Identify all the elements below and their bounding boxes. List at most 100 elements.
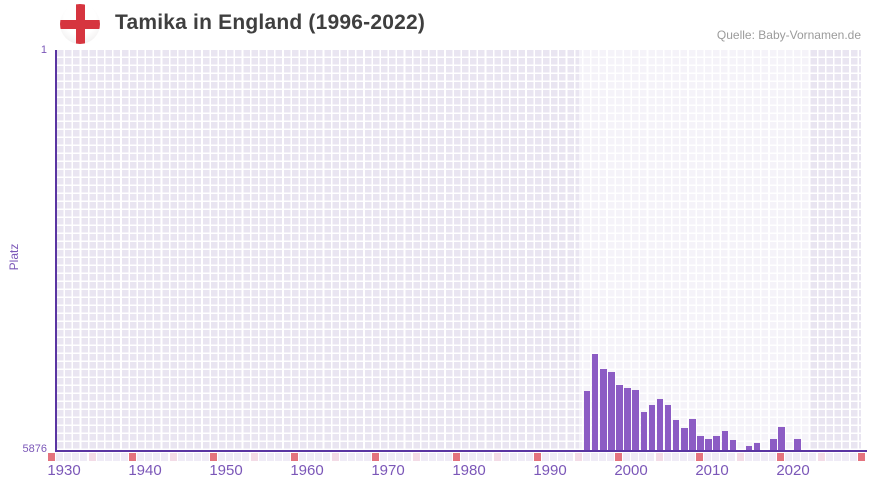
x-tick-cell-2002 xyxy=(631,453,639,461)
x-tick-cell-2019 xyxy=(768,453,776,461)
x-tick-cell-1953 xyxy=(234,453,242,461)
x-tick-cell-1950 xyxy=(210,453,218,461)
x-tick-cell-1979 xyxy=(444,453,452,461)
x-tick-cell-2008 xyxy=(679,453,687,461)
data-range-highlight xyxy=(578,50,810,450)
bar-2002[interactable] xyxy=(632,390,639,450)
x-tick-cell-1980 xyxy=(453,453,461,461)
x-tick-cell-1992 xyxy=(550,453,558,461)
x-tick-cell-1947 xyxy=(185,453,193,461)
bar-2009[interactable] xyxy=(689,418,696,450)
x-axis-label-1960: 1960 xyxy=(290,462,324,479)
x-tick-cell-1965 xyxy=(331,453,339,461)
x-tick-cell-1993 xyxy=(558,453,566,461)
x-axis-label-2020: 2020 xyxy=(776,462,810,479)
bar-2010[interactable] xyxy=(697,435,704,450)
x-tick-cell-1931 xyxy=(56,453,64,461)
x-tick-cell-2009 xyxy=(687,453,695,461)
x-tick-cell-1961 xyxy=(299,453,307,461)
x-tick-cell-2017 xyxy=(752,453,760,461)
x-axis-label-2000: 2000 xyxy=(614,462,648,479)
bar-2016[interactable] xyxy=(745,445,753,450)
bar-2013[interactable] xyxy=(721,430,729,450)
x-tick-cell-2028 xyxy=(841,453,849,461)
x-tick-cell-2004 xyxy=(647,453,655,461)
y-axis-max-label: 1 xyxy=(40,44,47,56)
x-tick-cell-1957 xyxy=(266,453,274,461)
x-tick-cell-1966 xyxy=(339,453,347,461)
x-tick-cell-1972 xyxy=(388,453,396,461)
x-tick-cell-1934 xyxy=(80,453,88,461)
x-tick-cell-1935 xyxy=(88,453,96,461)
bar-1997[interactable] xyxy=(591,353,599,450)
x-tick-cell-1987 xyxy=(509,453,517,461)
x-tick-cell-1996 xyxy=(582,453,590,461)
bar-2003[interactable] xyxy=(640,412,648,450)
x-tick-cell-2025 xyxy=(817,453,825,461)
x-tick-cell-2013 xyxy=(720,453,728,461)
bar-2001[interactable] xyxy=(624,387,631,450)
x-tick-cell-1973 xyxy=(396,453,404,461)
bar-2022[interactable] xyxy=(794,439,801,450)
x-tick-cell-1955 xyxy=(250,453,258,461)
x-tick-cell-1998 xyxy=(598,453,606,461)
x-axis-label-1940: 1940 xyxy=(128,462,162,479)
bar-2020[interactable] xyxy=(778,427,785,450)
x-tick-cell-1936 xyxy=(96,453,104,461)
bar-2019[interactable] xyxy=(770,439,777,450)
x-tick-cell-1958 xyxy=(274,453,282,461)
bar-1999[interactable] xyxy=(608,371,615,450)
bar-2004[interactable] xyxy=(648,405,656,450)
x-tick-cell-1939 xyxy=(120,453,128,461)
x-tick-cell-1977 xyxy=(428,453,436,461)
bar-1998[interactable] xyxy=(600,368,607,450)
x-tick-cell-2011 xyxy=(704,453,712,461)
x-tick-cell-2030 xyxy=(858,453,866,461)
x-tick-cell-2014 xyxy=(728,453,736,461)
y-axis-min-label: 5876 xyxy=(22,443,47,455)
x-tick-cell-1982 xyxy=(469,453,477,461)
x-tick-cell-1948 xyxy=(193,453,201,461)
x-tick-cell-1997 xyxy=(590,453,598,461)
bar-2000[interactable] xyxy=(616,384,623,450)
x-axis-label-1970: 1970 xyxy=(371,462,405,479)
bar-2008[interactable] xyxy=(681,428,688,450)
x-tick-cell-2027 xyxy=(833,453,841,461)
bar-2007[interactable] xyxy=(672,420,680,450)
st-george-cross-icon xyxy=(75,4,85,44)
bar-2017[interactable] xyxy=(753,443,761,450)
x-axis-label-2010: 2010 xyxy=(695,462,729,479)
bar-1996[interactable] xyxy=(583,391,591,450)
x-tick-cell-2000 xyxy=(615,453,623,461)
x-tick-cell-1937 xyxy=(104,453,112,461)
x-tick-cell-1990 xyxy=(534,453,542,461)
x-tick-cell-2010 xyxy=(696,453,704,461)
bar-2014[interactable] xyxy=(729,440,737,450)
x-tick-cell-1959 xyxy=(282,453,290,461)
x-tick-cell-1938 xyxy=(112,453,120,461)
bar-2011[interactable] xyxy=(705,439,712,450)
x-tick-cell-2015 xyxy=(736,453,744,461)
x-tick-cell-1983 xyxy=(477,453,485,461)
x-tick-cell-2026 xyxy=(825,453,833,461)
x-tick-cell-1999 xyxy=(606,453,614,461)
y-axis-line xyxy=(55,50,57,452)
bar-2005[interactable] xyxy=(656,399,664,450)
x-tick-cell-1971 xyxy=(380,453,388,461)
x-tick-cell-1932 xyxy=(64,453,72,461)
x-axis-line xyxy=(55,450,867,452)
x-tick-cell-1989 xyxy=(525,453,533,461)
x-tick-cell-2007 xyxy=(671,453,679,461)
x-tick-cell-1991 xyxy=(542,453,550,461)
x-tick-cell-1942 xyxy=(145,453,153,461)
x-tick-cell-1940 xyxy=(129,453,137,461)
x-axis-label-1930: 1930 xyxy=(47,462,81,479)
x-tick-cell-1946 xyxy=(177,453,185,461)
x-tick-cell-2022 xyxy=(793,453,801,461)
bar-2012[interactable] xyxy=(713,435,720,450)
x-tick-cell-1960 xyxy=(291,453,299,461)
x-tick-cell-1981 xyxy=(461,453,469,461)
bar-2006[interactable] xyxy=(664,405,672,450)
x-tick-cell-2023 xyxy=(801,453,809,461)
